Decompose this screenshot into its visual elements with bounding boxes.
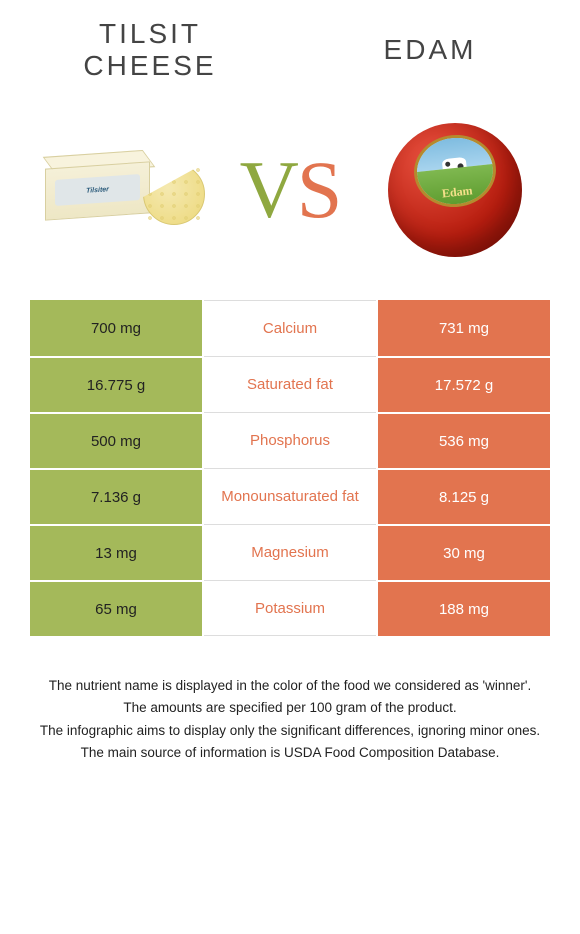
right-value: 188 mg [376,580,550,636]
right-value: 731 mg [376,300,550,356]
right-value: 17.572 g [376,356,550,412]
table-row: 700 mgCalcium731 mg [30,300,550,356]
right-product-title: EDAM [340,34,520,66]
table-row: 16.775 gSaturated fat17.572 g [30,356,550,412]
nutrient-label: Phosphorus [204,412,376,468]
right-value: 8.125 g [376,468,550,524]
vs-s: S [297,143,341,237]
left-value: 13 mg [30,524,204,580]
footer-line: The amounts are specified per 100 gram o… [25,698,555,718]
nutrient-label: Monounsaturated fat [204,468,376,524]
left-value: 16.775 g [30,356,204,412]
header: TILSITCHEESE EDAM [0,0,580,90]
footer-line: The main source of information is USDA F… [25,743,555,763]
tilsit-illustration: Tilsiter [45,145,205,235]
footer-line: The infographic aims to display only the… [25,721,555,741]
left-value: 700 mg [30,300,204,356]
vs-v: V [240,143,297,237]
footer-line: The nutrient name is displayed in the co… [25,676,555,696]
product-images-row: Tilsiter VS Edam [0,90,580,290]
table-row: 65 mgPotassium188 mg [30,580,550,636]
footer-notes: The nutrient name is displayed in the co… [0,636,580,763]
nutrient-label: Magnesium [204,524,376,580]
right-product-image: Edam [370,105,540,275]
left-value: 500 mg [30,412,204,468]
nutrient-label: Saturated fat [204,356,376,412]
nutrient-label: Potassium [204,580,376,636]
table-row: 500 mgPhosphorus536 mg [30,412,550,468]
edam-illustration: Edam [380,115,530,265]
left-product-image: Tilsiter [40,105,210,275]
vs-label: VS [240,143,341,237]
right-value: 30 mg [376,524,550,580]
left-value: 7.136 g [30,468,204,524]
comparison-table: 700 mgCalcium731 mg16.775 gSaturated fat… [0,300,580,636]
table-row: 7.136 gMonounsaturated fat8.125 g [30,468,550,524]
edam-package-label: Edam [419,181,496,204]
right-value: 536 mg [376,412,550,468]
table-row: 13 mgMagnesium30 mg [30,524,550,580]
left-value: 65 mg [30,580,204,636]
nutrient-label: Calcium [204,300,376,356]
left-product-title: TILSITCHEESE [60,18,240,82]
